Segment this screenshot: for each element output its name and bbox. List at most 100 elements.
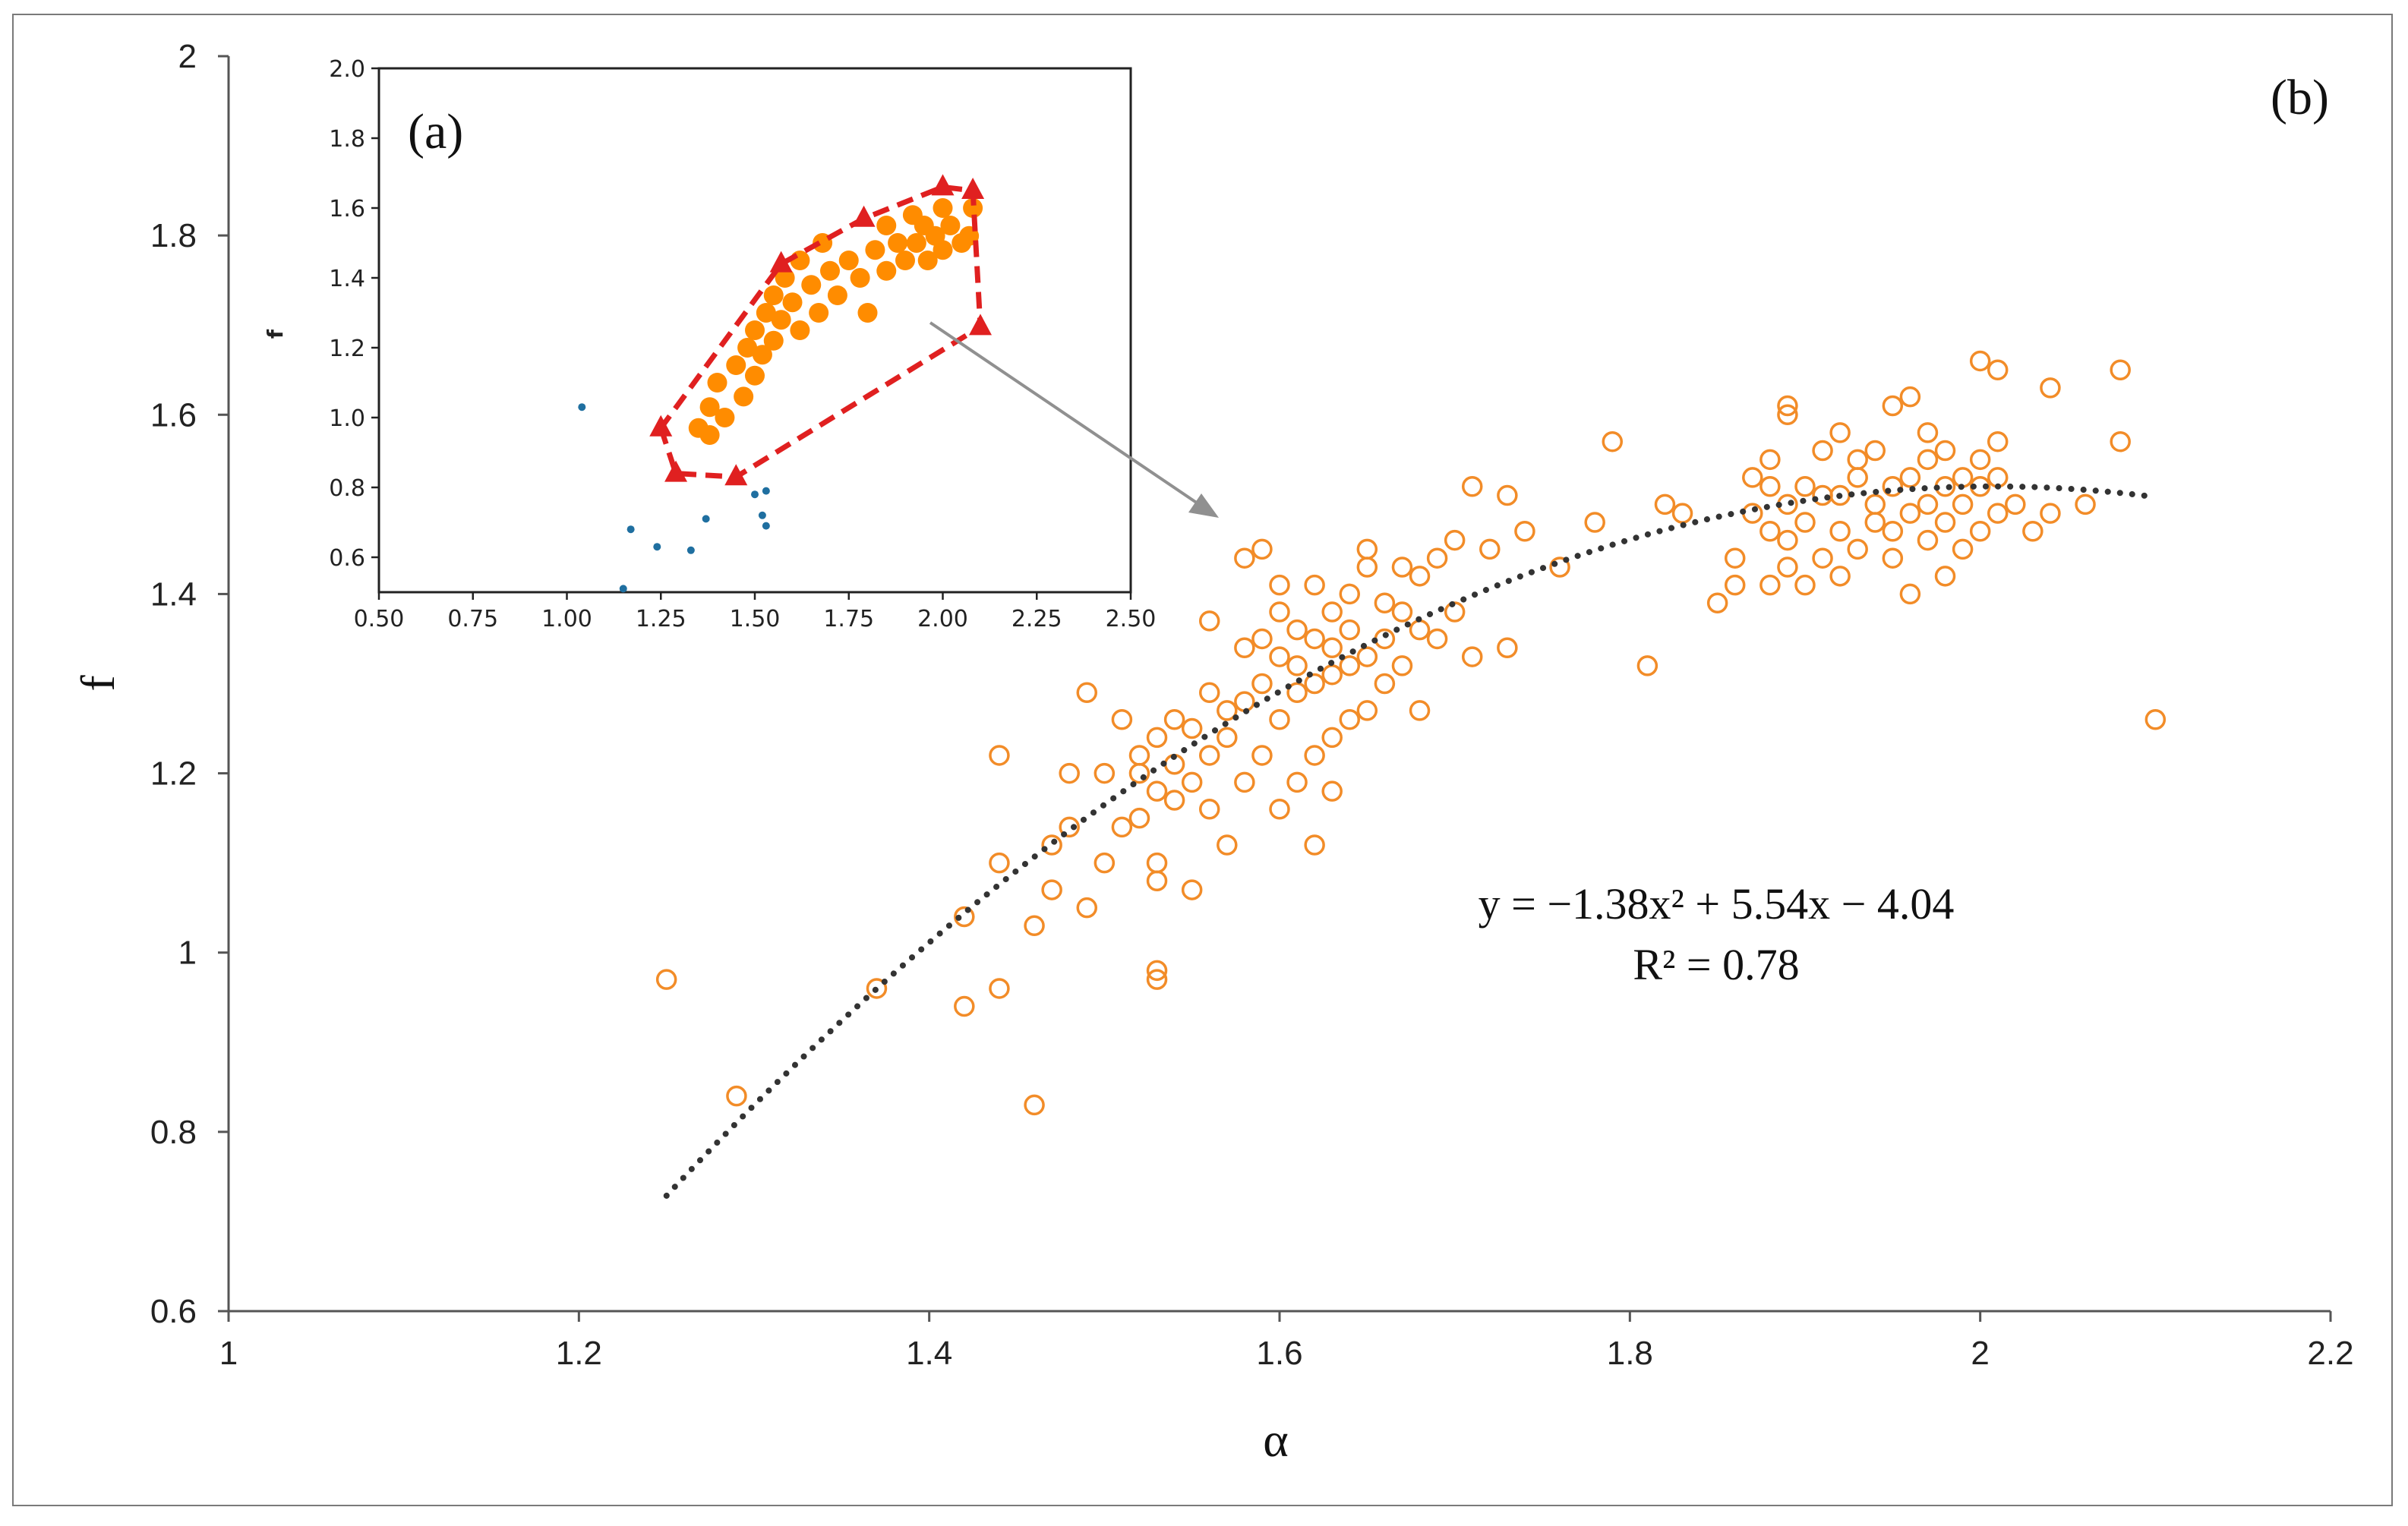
data-point bbox=[1742, 503, 1763, 524]
inset-data-point bbox=[715, 408, 735, 427]
data-point bbox=[1111, 708, 1133, 730]
inset-data-point bbox=[775, 268, 795, 288]
data-point bbox=[1426, 628, 1448, 650]
data-point bbox=[1444, 529, 1466, 551]
y-tick-label: 1.8 bbox=[150, 217, 197, 254]
inset-y-tick-label: 1.2 bbox=[329, 336, 365, 362]
data-point bbox=[1374, 592, 1396, 613]
data-point bbox=[1899, 467, 1921, 488]
inset-data-point bbox=[895, 251, 915, 270]
x-tick-label: 2.2 bbox=[2307, 1335, 2353, 1372]
inset-data-point bbox=[782, 292, 803, 313]
inset-data-point bbox=[876, 260, 897, 281]
data-point bbox=[2005, 493, 2026, 515]
data-point bbox=[1864, 440, 1886, 462]
inset-data-point bbox=[857, 303, 878, 323]
data-point bbox=[1339, 583, 1361, 605]
y-tick-label: 1.6 bbox=[150, 396, 197, 434]
data-point bbox=[2040, 377, 2061, 399]
inset-removed-point bbox=[758, 511, 766, 519]
data-point bbox=[1321, 664, 1343, 686]
inset-data-point bbox=[707, 373, 727, 393]
data-point bbox=[1759, 475, 1781, 497]
hull-vertex-marker bbox=[649, 415, 673, 437]
data-point bbox=[1041, 834, 1062, 856]
inset-y-tick-label: 1.6 bbox=[329, 196, 365, 222]
data-point bbox=[1304, 673, 1325, 695]
data-point bbox=[1759, 521, 1781, 542]
data-point bbox=[1146, 727, 1168, 749]
inset-y-tick-label: 1.4 bbox=[329, 266, 365, 292]
data-point bbox=[1391, 601, 1413, 623]
inset-data-point bbox=[820, 260, 840, 281]
data-point bbox=[1742, 467, 1763, 488]
inset-y-tick-label: 2.0 bbox=[329, 56, 365, 83]
data-point bbox=[1269, 574, 1290, 596]
data-point bbox=[1146, 870, 1168, 892]
data-point bbox=[1234, 691, 1255, 712]
data-point bbox=[1198, 745, 1220, 766]
data-point bbox=[1899, 583, 1921, 605]
data-point bbox=[1584, 512, 1605, 533]
data-point bbox=[1829, 521, 1851, 542]
inset-data-point bbox=[809, 303, 829, 323]
figure-frame bbox=[12, 14, 2393, 1506]
data-point bbox=[1304, 834, 1325, 856]
data-point bbox=[1636, 655, 1658, 676]
data-point bbox=[1724, 574, 1746, 596]
data-point bbox=[1777, 556, 1798, 578]
data-point bbox=[1321, 637, 1343, 659]
data-point bbox=[1128, 762, 1150, 784]
inset-x-tick-label: 2.50 bbox=[1106, 606, 1157, 632]
data-point bbox=[1934, 440, 1956, 462]
data-point bbox=[1181, 879, 1203, 900]
data-point bbox=[954, 906, 975, 928]
data-point bbox=[1987, 430, 2009, 452]
inset-data-point bbox=[737, 338, 758, 358]
data-point bbox=[1461, 475, 1483, 497]
data-point bbox=[1128, 745, 1150, 766]
inset-y-tick-label: 1.0 bbox=[329, 405, 365, 432]
data-point bbox=[1969, 521, 1991, 542]
inset-x-tick-label: 1.50 bbox=[730, 606, 781, 632]
data-point bbox=[1304, 628, 1325, 650]
data-point bbox=[1304, 745, 1325, 766]
inset-data-point bbox=[745, 365, 765, 386]
data-point bbox=[1777, 529, 1798, 551]
data-point bbox=[2022, 521, 2043, 542]
data-point bbox=[1391, 556, 1413, 578]
inset-removed-point bbox=[653, 543, 661, 551]
data-point bbox=[1094, 852, 1116, 874]
data-point bbox=[1847, 449, 1868, 471]
data-point bbox=[1076, 682, 1098, 704]
inset-x-tick-label: 2.25 bbox=[1011, 606, 1062, 632]
data-point bbox=[1602, 430, 1624, 452]
data-point bbox=[1899, 503, 1921, 524]
inset-data-point bbox=[933, 240, 953, 260]
data-point bbox=[1286, 682, 1308, 704]
data-point bbox=[989, 978, 1010, 999]
inset-x-tick-label: 0.50 bbox=[354, 606, 405, 632]
data-point bbox=[1198, 799, 1220, 820]
data-point bbox=[1864, 493, 1886, 515]
data-point bbox=[1251, 538, 1273, 560]
data-point bbox=[1094, 762, 1116, 784]
data-point bbox=[1356, 538, 1378, 560]
y-tick-label: 0.6 bbox=[150, 1293, 197, 1330]
data-point bbox=[1059, 816, 1080, 838]
data-point bbox=[1829, 566, 1851, 587]
data-point bbox=[1217, 834, 1238, 856]
data-point bbox=[2075, 493, 2096, 515]
x-tick-label: 1.8 bbox=[1607, 1335, 1653, 1372]
data-point bbox=[1654, 493, 1676, 515]
inset-data-point bbox=[801, 275, 822, 295]
inset-x-tick-label: 2.00 bbox=[917, 606, 968, 632]
inset-removed-point bbox=[762, 487, 770, 495]
data-point bbox=[1759, 449, 1781, 471]
data-point bbox=[1128, 807, 1150, 829]
x-tick-label: 2 bbox=[1971, 1335, 1989, 1372]
inset-data-point bbox=[752, 345, 772, 365]
data-point bbox=[2144, 708, 2167, 730]
data-point bbox=[1794, 475, 1816, 497]
